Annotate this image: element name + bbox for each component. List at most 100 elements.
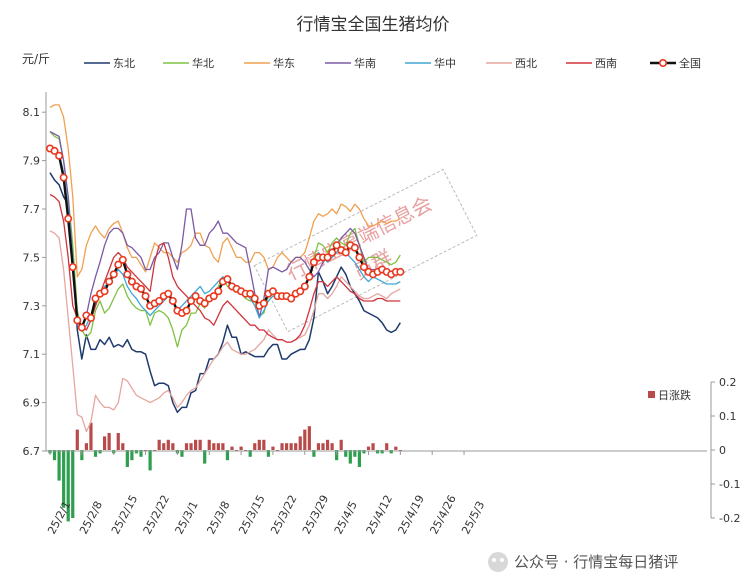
series-line-华南 bbox=[49, 131, 401, 331]
national-point bbox=[137, 284, 146, 293]
legend-label: 西北 bbox=[515, 57, 537, 70]
daily-change-bar bbox=[316, 443, 321, 450]
daily-change-bar bbox=[57, 450, 61, 481]
national-point bbox=[200, 299, 209, 308]
y-tick-label: 7.5 bbox=[23, 251, 41, 264]
national-point bbox=[118, 255, 127, 264]
daily-change-bar bbox=[157, 439, 161, 450]
daily-change-bar bbox=[71, 450, 75, 518]
national-point bbox=[323, 253, 332, 262]
legend-label: 华东 bbox=[273, 56, 295, 70]
wechat-icon-eye bbox=[492, 558, 496, 562]
daily-change-bar bbox=[339, 439, 343, 450]
daily-change-bar bbox=[130, 450, 134, 461]
legend-label: 华北 bbox=[192, 56, 214, 70]
national-point bbox=[341, 248, 350, 257]
national-point bbox=[164, 289, 173, 298]
daily-change-bar bbox=[389, 450, 393, 454]
wechat-icon-eye bbox=[500, 558, 504, 562]
daily-change-bar bbox=[125, 450, 129, 467]
legend-label: 华中 bbox=[434, 56, 456, 70]
x-tick-label: 25/3/15 bbox=[236, 493, 267, 537]
daily-change-bar bbox=[376, 450, 380, 454]
daily-change-bar bbox=[321, 443, 325, 450]
national-point bbox=[141, 292, 150, 301]
daily-change-bar bbox=[362, 450, 366, 454]
legend-marker bbox=[658, 58, 667, 67]
daily-change-bar bbox=[294, 443, 298, 450]
x-axis: 25/2/1 25/2/8 25/2/15 25/2/22 25/3/1 25/3/8 25… bbox=[45, 450, 707, 537]
national-point bbox=[168, 296, 177, 305]
national-point bbox=[68, 263, 77, 272]
daily-change-bar bbox=[89, 422, 93, 450]
daily-change-bar bbox=[325, 439, 330, 450]
national-point bbox=[246, 289, 255, 298]
x-tick-label: 25/3/22 bbox=[268, 493, 299, 537]
national-point bbox=[191, 292, 200, 301]
daily-change-bar bbox=[271, 446, 275, 450]
national-point bbox=[332, 241, 341, 250]
daily-change-bar bbox=[103, 436, 107, 450]
x-tick-label: 25/3/29 bbox=[300, 493, 331, 537]
wechat-icon bbox=[488, 552, 508, 572]
daily-change-bar bbox=[212, 443, 216, 450]
daily-change-bar bbox=[234, 450, 239, 451]
daily-change-bar bbox=[189, 443, 193, 450]
legend: 东北 华北 华东 华南 华中 西北 西南 全国 bbox=[84, 56, 701, 70]
y2-tick-label: 0.1 bbox=[719, 410, 737, 423]
daily-change-bars bbox=[48, 422, 402, 522]
daily-change-bar bbox=[80, 450, 84, 461]
national-point bbox=[300, 282, 309, 291]
legend-label: 全国 bbox=[679, 56, 701, 70]
daily-change-bar bbox=[139, 450, 143, 457]
x-tick-label: 25/4/12 bbox=[364, 493, 395, 537]
x-tick-label: 25/4/19 bbox=[396, 493, 427, 537]
daily-change-bar bbox=[230, 446, 234, 450]
right-axis: 0.2 0.1 0 -0.1 -0.2 bbox=[710, 376, 740, 525]
x-tick-label: 25/2/15 bbox=[109, 493, 140, 537]
y-tick-label: 7.9 bbox=[23, 155, 41, 168]
daily-change-bar bbox=[207, 439, 211, 450]
daily-change-bar bbox=[153, 450, 157, 451]
daily-change-bar bbox=[385, 443, 389, 450]
daily-change-bar bbox=[107, 433, 111, 450]
y2-tick-label: -0.1 bbox=[719, 478, 740, 491]
daily-change-bar bbox=[266, 450, 270, 457]
daily-change-bar bbox=[353, 450, 357, 457]
national-point bbox=[55, 151, 64, 160]
daily-change-bar bbox=[75, 429, 79, 450]
national-point bbox=[64, 214, 73, 223]
national-point bbox=[155, 296, 164, 305]
national-point bbox=[105, 277, 114, 286]
daily-change-bar bbox=[121, 443, 125, 450]
daily-change-bar bbox=[303, 429, 307, 450]
national-point bbox=[296, 287, 305, 296]
national-point bbox=[114, 260, 123, 269]
daily-change-bar bbox=[348, 450, 352, 464]
daily-change-bar bbox=[162, 443, 166, 450]
national-point bbox=[214, 287, 223, 296]
footer-text: 公众号 · 行情宝每日猪评 bbox=[514, 553, 678, 571]
daily-change-bar bbox=[257, 439, 261, 450]
national-point bbox=[268, 287, 277, 296]
daily-change-bar bbox=[194, 439, 198, 450]
daily-change-bar bbox=[335, 450, 339, 461]
footer-watermark: 公众号 · 行情宝每日猪评 bbox=[488, 552, 678, 572]
legend-label: 西南 bbox=[595, 57, 617, 70]
y-tick-label: 8.1 bbox=[23, 106, 41, 119]
legend-label: 华南 bbox=[354, 56, 376, 70]
daily-change-bar bbox=[93, 450, 98, 457]
national-point bbox=[182, 306, 191, 315]
national-point bbox=[355, 253, 364, 262]
daily-change-bar bbox=[253, 443, 257, 450]
daily-change-bar bbox=[298, 436, 302, 450]
series-line-西北 bbox=[49, 230, 401, 433]
national-point bbox=[187, 296, 196, 305]
series-lines bbox=[49, 104, 401, 433]
national-point bbox=[77, 323, 86, 332]
daily-change-bar bbox=[184, 443, 189, 450]
daily-change-bar bbox=[134, 450, 139, 454]
series-line-华北 bbox=[49, 131, 401, 348]
